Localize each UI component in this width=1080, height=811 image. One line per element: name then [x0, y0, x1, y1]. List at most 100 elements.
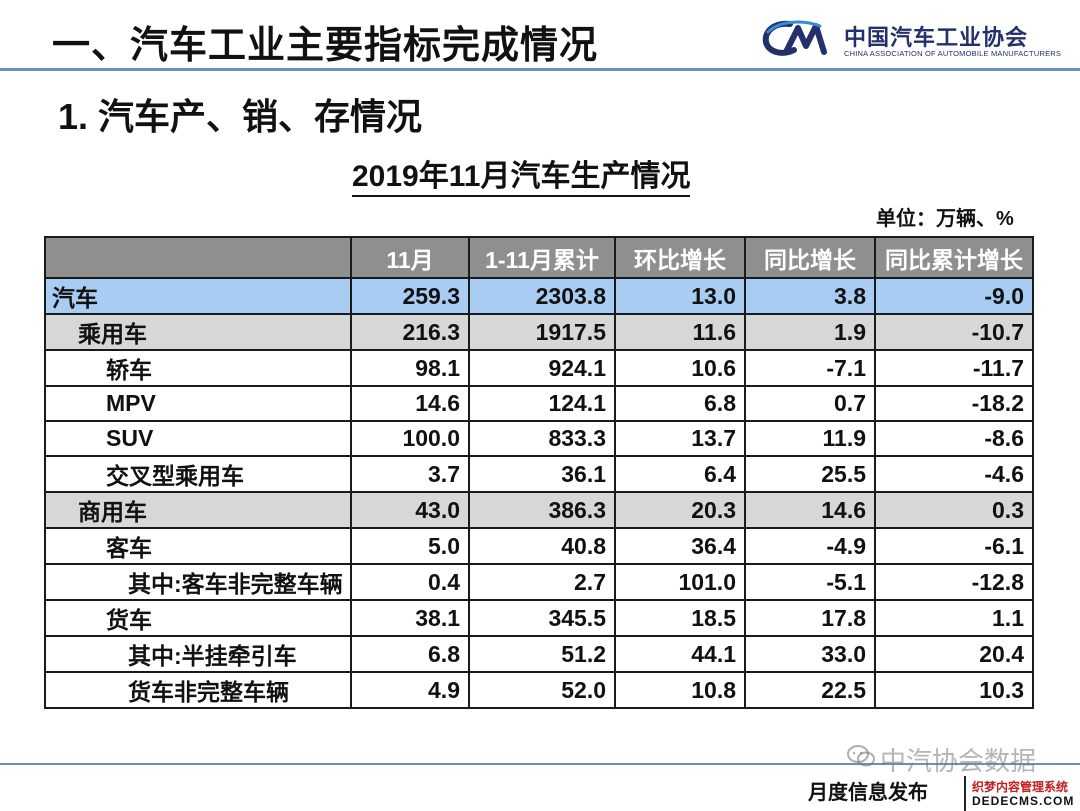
- value-yoy: 14.6: [744, 491, 876, 529]
- row-label: SUV: [44, 420, 352, 457]
- value-yoy: 22.5: [744, 671, 876, 709]
- value-mom: 13.0: [614, 277, 746, 315]
- value-yoy-cumulative: -18.2: [874, 385, 1034, 422]
- value-month: 38.1: [350, 599, 470, 637]
- header-band: 一、汽车工业主要指标完成情况 中国汽车工业协会 CHINA ASSOCIATIO…: [0, 0, 1080, 72]
- value-mom: 44.1: [614, 635, 746, 673]
- table-row: 客车 5.0 40.8 36.4 -4.9 -6.1: [44, 527, 1034, 565]
- value-cumulative: 52.0: [468, 671, 616, 709]
- section-title: 一、汽车工业主要指标完成情况: [52, 25, 599, 67]
- row-label: 商用车: [44, 491, 352, 529]
- value-yoy: 0.7: [744, 385, 876, 422]
- value-yoy-cumulative: -9.0: [874, 277, 1034, 315]
- footer-label: 月度信息发布: [808, 782, 928, 804]
- value-mom: 13.7: [614, 420, 746, 457]
- value-yoy: -7.1: [744, 349, 876, 387]
- table-body: 汽车 259.3 2303.8 13.0 3.8 -9.0 乘用车 216.3 1917.5 11…: [44, 277, 1034, 709]
- row-label: 汽车: [44, 277, 352, 315]
- row-label: 货车: [44, 599, 352, 637]
- table-row: SUV 100.0 833.3 13.7 11.9 -8.6: [44, 420, 1034, 457]
- value-cumulative: 40.8: [468, 527, 616, 565]
- badge-bottom-text: DEDECMS.COM: [972, 794, 1075, 808]
- table-row: 乘用车 216.3 1917.5 11.6 1.9 -10.7: [44, 313, 1034, 351]
- value-cumulative: 924.1: [468, 349, 616, 387]
- value-mom: 18.5: [614, 599, 746, 637]
- row-label: 轿车: [44, 349, 352, 387]
- value-yoy: 33.0: [744, 635, 876, 673]
- dedecms-badge: 织梦内容管理系统 DEDECMS.COM: [964, 776, 1080, 811]
- value-cumulative: 345.5: [468, 599, 616, 637]
- value-yoy: 17.8: [744, 599, 876, 637]
- footer-divider: [0, 763, 1080, 765]
- row-label: 货车非完整车辆: [44, 671, 352, 709]
- value-yoy-cumulative: 0.3: [874, 491, 1034, 529]
- value-month: 0.4: [350, 563, 470, 601]
- badge-top-text: 织梦内容管理系统: [972, 780, 1069, 794]
- sub-title: 1. 汽车产、销、存情况: [58, 96, 423, 137]
- value-cumulative: 2.7: [468, 563, 616, 601]
- value-yoy-cumulative: -4.6: [874, 455, 1034, 493]
- value-yoy-cumulative: 10.3: [874, 671, 1034, 709]
- value-month: 14.6: [350, 385, 470, 422]
- value-mom: 101.0: [614, 563, 746, 601]
- watermark-text: 中汽协会数据: [880, 746, 1037, 776]
- column-header-month: 11月: [350, 236, 470, 279]
- value-cumulative: 833.3: [468, 420, 616, 457]
- value-yoy-cumulative: -12.8: [874, 563, 1034, 601]
- value-yoy-cumulative: -8.6: [874, 420, 1034, 457]
- value-cumulative: 2303.8: [468, 277, 616, 315]
- column-header-mom: 环比增长: [614, 236, 746, 279]
- value-yoy: 11.9: [744, 420, 876, 457]
- row-label: 其中:半挂牵引车: [44, 635, 352, 673]
- value-yoy-cumulative: 1.1: [874, 599, 1034, 637]
- value-mom: 6.4: [614, 455, 746, 493]
- table-row: 其中:客车非完整车辆 0.4 2.7 101.0 -5.1 -12.8: [44, 563, 1034, 601]
- value-yoy: 3.8: [744, 277, 876, 315]
- value-yoy: -5.1: [744, 563, 876, 601]
- row-label: 交叉型乘用车: [44, 455, 352, 493]
- header-divider: [0, 68, 1080, 71]
- table-row: 商用车 43.0 386.3 20.3 14.6 0.3: [44, 491, 1034, 529]
- table-row: 汽车 259.3 2303.8 13.0 3.8 -9.0: [44, 277, 1034, 315]
- table-header-row: 11月 1-11月累计 环比增长 同比增长 同比累计增长: [44, 236, 1034, 279]
- table-title: 2019年11月汽车生产情况: [352, 160, 691, 197]
- value-month: 43.0: [350, 491, 470, 529]
- value-mom: 10.6: [614, 349, 746, 387]
- row-label: 乘用车: [44, 313, 352, 351]
- cam-logo-icon: [762, 20, 827, 56]
- value-yoy-cumulative: -6.1: [874, 527, 1034, 565]
- table-row: 货车非完整车辆 4.9 52.0 10.8 22.5 10.3: [44, 671, 1034, 709]
- value-month: 3.7: [350, 455, 470, 493]
- value-cumulative: 1917.5: [468, 313, 616, 351]
- row-label: 客车: [44, 527, 352, 565]
- value-month: 259.3: [350, 277, 470, 315]
- value-yoy-cumulative: 20.4: [874, 635, 1034, 673]
- wechat-icon: [847, 745, 875, 767]
- table-row: MPV 14.6 124.1 6.8 0.7 -18.2: [44, 385, 1034, 422]
- caam-logo: 中国汽车工业协会 CHINA ASSOCIATION OF AUTOMOBILE…: [760, 18, 1061, 62]
- value-yoy: 1.9: [744, 313, 876, 351]
- value-month: 100.0: [350, 420, 470, 457]
- row-label: MPV: [44, 385, 352, 422]
- value-cumulative: 386.3: [468, 491, 616, 529]
- value-month: 216.3: [350, 313, 470, 351]
- value-mom: 6.8: [614, 385, 746, 422]
- value-yoy-cumulative: -10.7: [874, 313, 1034, 351]
- value-yoy-cumulative: -11.7: [874, 349, 1034, 387]
- row-label: 其中:客车非完整车辆: [44, 563, 352, 601]
- value-cumulative: 51.2: [468, 635, 616, 673]
- value-mom: 10.8: [614, 671, 746, 709]
- column-header-yoy: 同比增长: [744, 236, 876, 279]
- table-row: 交叉型乘用车 3.7 36.1 6.4 25.5 -4.6: [44, 455, 1034, 493]
- table-row: 其中:半挂牵引车 6.8 51.2 44.1 33.0 20.4: [44, 635, 1034, 673]
- table-row: 货车 38.1 345.5 18.5 17.8 1.1: [44, 599, 1034, 637]
- value-mom: 11.6: [614, 313, 746, 351]
- logo-chinese-name: 中国汽车工业协会: [844, 25, 1029, 50]
- value-cumulative: 124.1: [468, 385, 616, 422]
- value-mom: 36.4: [614, 527, 746, 565]
- column-header-cumulative: 1-11月累计: [468, 236, 616, 279]
- value-month: 4.9: [350, 671, 470, 709]
- value-month: 6.8: [350, 635, 470, 673]
- production-table: 11月 1-11月累计 环比增长 同比增长 同比累计增长 汽车 259.3 2303…: [44, 236, 1034, 709]
- value-yoy: 25.5: [744, 455, 876, 493]
